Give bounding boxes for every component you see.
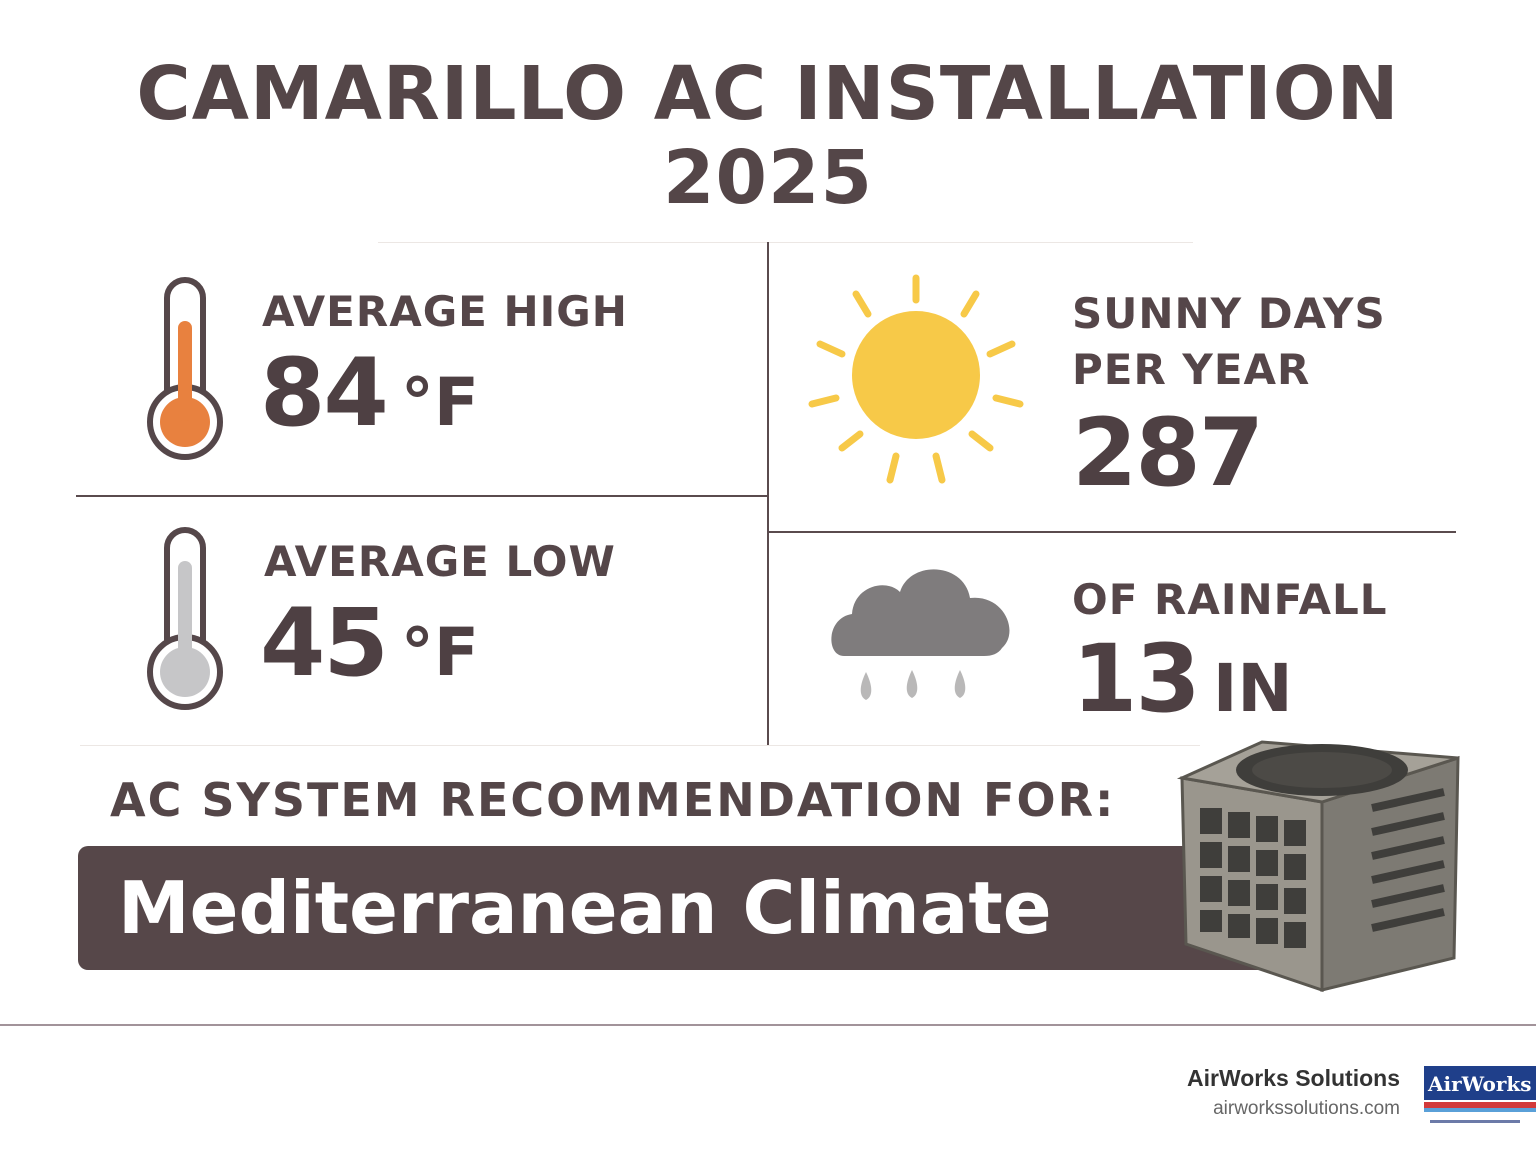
average-low-unit: °F: [400, 614, 479, 691]
climate-banner: [78, 846, 1278, 970]
average-low-value: 45 °F: [260, 594, 479, 703]
average-low-number: 45: [260, 589, 389, 698]
brand-url[interactable]: airworkssolutions.com: [1213, 1098, 1400, 1119]
thermometer-cold-icon: [147, 527, 223, 710]
brand-name: AirWorks Solutions: [1187, 1065, 1400, 1091]
recommendation-label: AC SYSTEM RECOMMENDATION FOR:: [110, 773, 1116, 827]
divider: [76, 495, 768, 497]
rainfall-value: 13 IN: [1072, 630, 1293, 739]
sunny-days-label-line-1: SUNNY DAYS: [1072, 289, 1386, 338]
divider: [768, 531, 1456, 533]
thermometer-hot-icon: [147, 277, 223, 460]
average-high-number: 84: [260, 339, 389, 448]
title-line-2: 2025: [663, 135, 873, 221]
climate-text: Mediterranean Climate: [118, 866, 1052, 950]
sunny-days-label-line-2: PER YEAR: [1072, 345, 1311, 394]
average-low-label: AVERAGE LOW: [264, 537, 616, 586]
sunny-days-value: 287: [1072, 404, 1264, 504]
title-line-1: CAMARILLO AC INSTALLATION: [136, 51, 1400, 137]
rainfall-number: 13: [1072, 625, 1201, 734]
ac-unit-icon: [1176, 740, 1460, 993]
divider: [80, 745, 1200, 746]
divider: [378, 242, 1193, 243]
average-high-unit: °F: [400, 364, 479, 441]
rainfall-label: OF RAINFALL: [1072, 575, 1388, 624]
divider: [767, 242, 769, 746]
average-high-value: 84 °F: [260, 344, 479, 453]
brand-block: AirWorks Solutions airworkssolutions.com: [1187, 1064, 1400, 1126]
average-high-label: AVERAGE HIGH: [262, 287, 628, 336]
rainfall-unit: IN: [1212, 650, 1293, 727]
sunny-days-number: 287: [1072, 399, 1264, 508]
sun-icon: [808, 274, 1024, 484]
sunny-days-label: SUNNY DAYS PER YEAR: [1072, 286, 1386, 398]
logo-text: AirWorks: [1427, 1072, 1531, 1096]
page-title: CAMARILLO AC INSTALLATION 2025: [0, 52, 1536, 220]
rain-cloud-icon: [831, 569, 1010, 700]
footer-divider: [0, 1024, 1536, 1026]
airworks-logo-icon: AirWorks: [1424, 1062, 1536, 1132]
